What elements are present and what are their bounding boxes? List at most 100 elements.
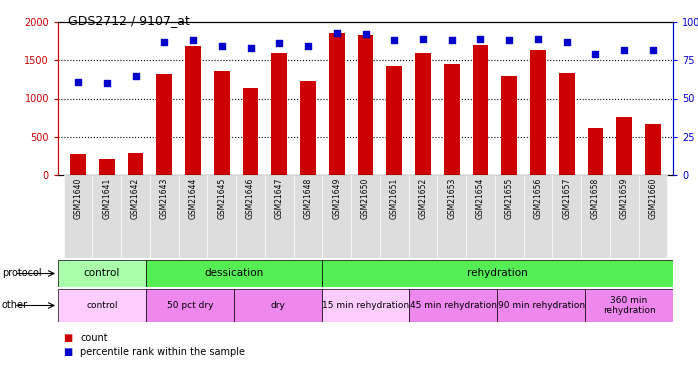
Point	[618, 46, 630, 53]
Point	[533, 36, 544, 42]
Bar	[386, 66, 402, 175]
Bar	[585, 289, 673, 322]
Text: GDS2712 / 9107_at: GDS2712 / 9107_at	[68, 14, 190, 27]
Text: GSM21651: GSM21651	[389, 177, 399, 219]
Point	[504, 38, 515, 44]
Bar	[616, 117, 632, 175]
Text: GSM21643: GSM21643	[160, 177, 169, 219]
Text: other: other	[2, 300, 28, 310]
Point	[446, 38, 457, 44]
Text: GSM21654: GSM21654	[476, 177, 485, 219]
Bar	[351, 175, 380, 258]
Text: control: control	[84, 268, 120, 279]
Bar	[410, 289, 497, 322]
Text: dry: dry	[270, 301, 285, 310]
Bar	[473, 45, 489, 175]
Text: dessication: dessication	[204, 268, 263, 279]
Bar	[121, 175, 150, 258]
Point	[417, 36, 429, 42]
Bar	[179, 175, 207, 258]
Bar	[559, 73, 574, 175]
Bar	[408, 175, 438, 258]
Text: GSM21657: GSM21657	[562, 177, 571, 219]
Bar	[329, 33, 345, 175]
Bar	[322, 175, 351, 258]
Point	[647, 46, 658, 53]
Text: GSM21655: GSM21655	[505, 177, 514, 219]
Text: ■: ■	[63, 333, 73, 343]
Bar	[150, 175, 179, 258]
Bar	[497, 289, 585, 322]
Bar	[272, 53, 287, 175]
Point	[475, 36, 486, 42]
Text: GSM21648: GSM21648	[304, 177, 313, 219]
Text: 90 min rehydration: 90 min rehydration	[498, 301, 585, 310]
Bar	[265, 175, 294, 258]
Bar	[128, 153, 144, 175]
Bar	[70, 154, 86, 175]
Bar	[146, 260, 322, 287]
Bar	[93, 175, 121, 258]
Text: GSM21640: GSM21640	[73, 177, 82, 219]
Bar	[58, 260, 146, 287]
Bar	[234, 289, 322, 322]
Text: GSM21660: GSM21660	[648, 177, 658, 219]
Text: GSM21642: GSM21642	[131, 177, 140, 219]
Text: GSM21644: GSM21644	[188, 177, 198, 219]
Bar	[466, 175, 495, 258]
Text: percentile rank within the sample: percentile rank within the sample	[80, 347, 246, 357]
Text: 360 min
rehydration: 360 min rehydration	[602, 296, 655, 315]
Point	[360, 31, 371, 37]
Text: GSM21656: GSM21656	[533, 177, 542, 219]
Bar	[438, 175, 466, 258]
Bar	[610, 175, 639, 258]
Point	[158, 39, 170, 45]
Point	[188, 38, 199, 44]
Point	[331, 30, 342, 36]
Point	[216, 44, 228, 50]
Bar	[444, 64, 459, 175]
Bar	[99, 159, 114, 175]
Text: GSM21646: GSM21646	[246, 177, 255, 219]
Bar	[639, 175, 667, 258]
Bar	[243, 88, 258, 175]
Text: GSM21649: GSM21649	[332, 177, 341, 219]
Bar	[380, 175, 408, 258]
Bar	[645, 124, 661, 175]
Point	[389, 38, 400, 44]
Point	[101, 80, 112, 86]
Bar	[552, 175, 581, 258]
Text: GSM21641: GSM21641	[103, 177, 112, 219]
Bar	[495, 175, 524, 258]
Text: GSM21653: GSM21653	[447, 177, 456, 219]
Text: GSM21658: GSM21658	[591, 177, 600, 219]
Bar	[64, 175, 93, 258]
Bar	[501, 76, 517, 175]
Bar	[581, 175, 610, 258]
Point	[245, 45, 256, 51]
Text: ■: ■	[63, 347, 73, 357]
Text: GSM21645: GSM21645	[217, 177, 226, 219]
Text: GSM21647: GSM21647	[275, 177, 284, 219]
Point	[561, 39, 572, 45]
Bar	[146, 289, 234, 322]
Bar	[214, 71, 230, 175]
Bar	[530, 50, 546, 175]
Bar	[415, 53, 431, 175]
Bar	[588, 128, 603, 175]
Point	[73, 79, 84, 85]
Text: 50 pct dry: 50 pct dry	[167, 301, 213, 310]
Bar	[357, 35, 373, 175]
Bar	[207, 175, 236, 258]
Text: count: count	[80, 333, 108, 343]
Point	[302, 44, 313, 50]
Text: protocol: protocol	[2, 268, 42, 279]
Bar	[236, 175, 265, 258]
Bar	[156, 74, 172, 175]
Bar	[322, 289, 410, 322]
Text: control: control	[86, 301, 118, 310]
Text: 45 min rehydration: 45 min rehydration	[410, 301, 497, 310]
Text: 15 min rehydration: 15 min rehydration	[322, 301, 409, 310]
Text: GSM21659: GSM21659	[620, 177, 629, 219]
Text: GSM21650: GSM21650	[361, 177, 370, 219]
